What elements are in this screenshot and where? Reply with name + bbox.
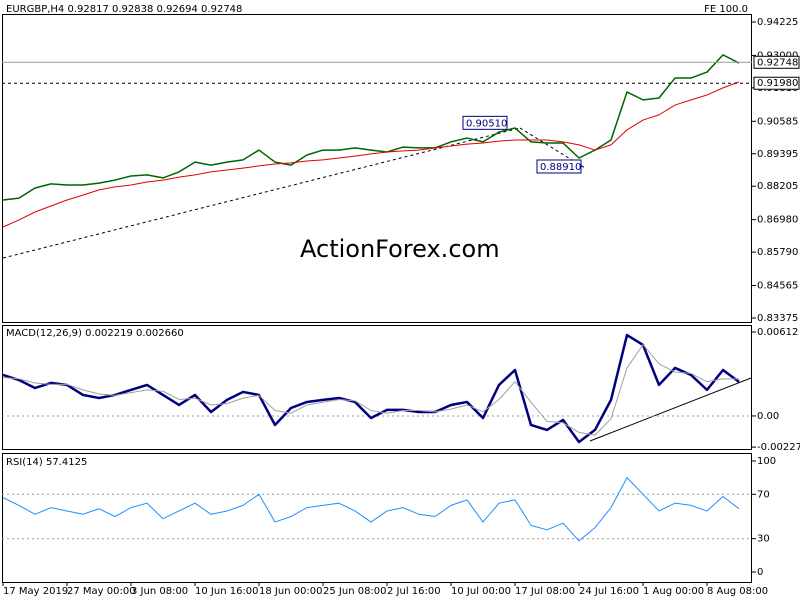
price-panel [2,14,752,323]
y-tick-label: 0.83375 [757,313,798,324]
x-tick-label: 3 Jun 08:00 [131,586,188,597]
series-line [2,477,740,542]
x-tick-label: 17 May 2019 [3,586,68,597]
y-tick-label: 0.89395 [757,149,798,160]
annotation-box [462,115,508,130]
annotation-label: 0.88910 [540,162,581,173]
x-tick-label: 27 May 00:00 [67,586,136,597]
trend-line [519,127,586,169]
y-tick-label: 30 [757,534,770,545]
macd-panel [2,325,752,450]
x-tick-label: 17 Jul 08:00 [515,586,575,597]
annotation-label: 0.90510 [466,118,507,129]
price-label-box [753,76,800,90]
annotation: FE 100.0 [704,4,748,15]
y-tick-label: -0.002273 [757,442,800,453]
annotation-box [536,159,582,174]
series-line [2,344,739,436]
price-label: 0.92748 [757,57,798,68]
watermark: ActionForex.com [300,235,500,263]
y-tick-label: 100 [757,456,776,467]
series-line [2,54,740,201]
y-tick-label: 0.00 [757,411,779,422]
y-tick-label: 0 [757,567,763,578]
x-tick-label: 10 Jul 00:00 [451,586,511,597]
y-tick-label: 0.86980 [757,215,798,226]
trend-line [2,127,521,259]
y-tick-label: 0.85790 [757,247,798,258]
y-tick-label: 0.84565 [757,281,798,292]
rsi-panel [2,453,752,583]
x-tick-label: 25 Jun 08:00 [323,586,387,597]
chart-title: EURGBP,H4 0.92817 0.92838 0.92694 0.9274… [6,4,242,15]
y-tick-label: 0.00612 [757,327,798,338]
macd-trend-line [589,377,752,442]
y-tick-label: 0.88205 [757,181,798,192]
y-tick-label: 0.90585 [757,116,798,127]
price-label-box [753,55,800,69]
x-tick-label: 8 Aug 08:00 [707,586,768,597]
y-tick-label: 70 [757,489,770,500]
x-tick-label: 2 Jul 16:00 [387,586,441,597]
y-tick-label: 0.94225 [757,17,798,28]
x-tick-label: 10 Jun 16:00 [195,586,259,597]
macd-title: MACD(12,26,9) 0.002219 0.002660 [6,328,184,339]
x-tick-label: 1 Aug 00:00 [643,586,704,597]
series-line [2,81,740,228]
rsi-title: RSI(14) 57.4125 [6,457,87,468]
x-tick-label: 24 Jul 16:00 [579,586,639,597]
price-label: 0.91980 [757,78,798,89]
series-line [2,333,740,444]
x-tick-label: 18 Jun 00:00 [259,586,323,597]
